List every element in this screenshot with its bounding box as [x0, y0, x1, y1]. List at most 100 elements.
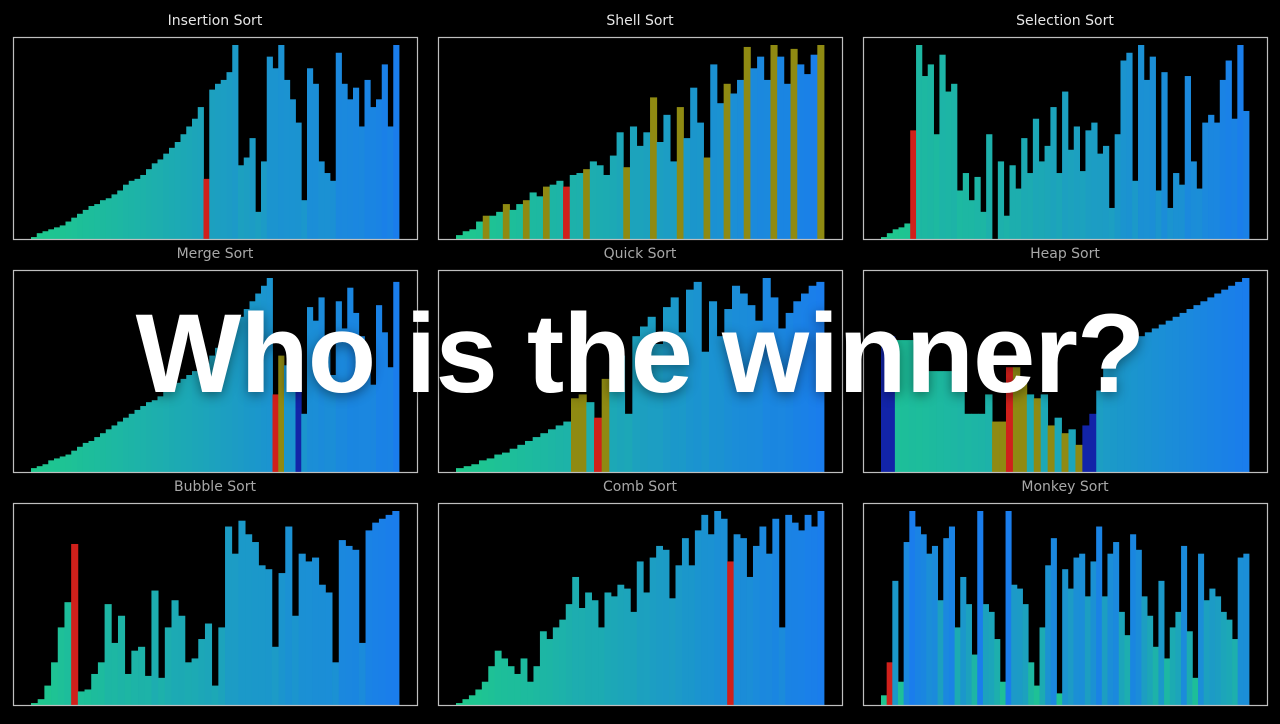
bar: [914, 526, 922, 705]
bar: [289, 99, 296, 239]
bar: [746, 576, 754, 705]
bar: [1027, 173, 1034, 239]
bar: [988, 611, 995, 705]
bar: [226, 332, 233, 472]
bar: [324, 345, 331, 472]
bar: [1186, 631, 1193, 705]
bar: [929, 371, 937, 472]
bar: [908, 340, 917, 472]
bar: [791, 522, 799, 705]
chart-frame: [862, 269, 1269, 474]
bar: [974, 176, 981, 239]
chart-frame: [437, 269, 844, 474]
bar: [1113, 542, 1120, 705]
bar: [690, 87, 698, 240]
bar: [501, 658, 509, 705]
bar: [1225, 60, 1232, 239]
bar: [965, 604, 972, 705]
bar: [364, 355, 371, 472]
bar: [783, 83, 791, 239]
bar: [716, 336, 725, 472]
bar: [662, 549, 670, 705]
bar: [1172, 316, 1180, 472]
bar: [649, 557, 657, 705]
bar: [542, 186, 551, 239]
bar: [1130, 534, 1137, 705]
bar: [231, 553, 239, 705]
bar: [338, 540, 346, 705]
bar: [158, 677, 166, 705]
bar: [1235, 281, 1243, 472]
bar: [797, 64, 805, 240]
bar: [105, 198, 112, 239]
bar: [211, 685, 219, 705]
bar: [765, 553, 773, 705]
bar: [1050, 538, 1057, 705]
bar: [502, 204, 510, 239]
bar: [750, 68, 758, 239]
bar: [1096, 526, 1103, 705]
bar: [778, 328, 787, 472]
sort-chart-1: Shell Sort: [437, 13, 844, 241]
bar: [1033, 398, 1042, 472]
bar: [370, 384, 377, 472]
bar: [77, 446, 84, 472]
chart-title: Selection Sort: [1016, 13, 1114, 29]
bar: [36, 466, 43, 472]
bar: [1132, 180, 1139, 239]
bar: [596, 165, 604, 239]
bar: [516, 204, 524, 239]
bar: [1141, 596, 1148, 705]
bar: [289, 336, 296, 472]
bar: [686, 289, 695, 472]
bar: [922, 371, 930, 472]
bar: [265, 569, 273, 705]
bar: [509, 448, 518, 472]
bar: [489, 215, 497, 239]
bar: [1192, 677, 1199, 705]
bar: [714, 511, 722, 705]
bar: [817, 45, 825, 239]
bar: [957, 371, 965, 472]
bar: [180, 378, 187, 472]
bar: [278, 355, 285, 472]
bar: [901, 340, 910, 472]
bar: [514, 673, 521, 705]
bar: [670, 161, 678, 239]
bar: [1067, 588, 1074, 705]
bar: [381, 332, 388, 472]
bar: [1232, 639, 1239, 705]
bar: [488, 666, 496, 705]
bar: [986, 134, 993, 239]
bar: [462, 231, 470, 239]
bar: [623, 167, 631, 239]
bar: [1181, 545, 1188, 705]
bar: [169, 147, 176, 239]
bar: [663, 114, 671, 239]
bar: [757, 56, 765, 239]
bar: [1158, 580, 1165, 705]
bar: [578, 394, 587, 472]
chart-frame: [862, 502, 1269, 707]
bar: [486, 458, 495, 472]
bar: [54, 458, 61, 472]
bar: [266, 278, 273, 472]
bar: [920, 534, 927, 705]
bar: [507, 666, 515, 705]
bar: [1167, 207, 1174, 239]
bar: [312, 83, 319, 239]
bar: [640, 326, 649, 472]
bar: [1202, 122, 1209, 239]
bar: [1173, 173, 1180, 239]
bar: [278, 45, 285, 239]
bar: [151, 163, 158, 239]
bar: [1228, 285, 1236, 472]
bar: [393, 45, 400, 239]
bar: [105, 429, 112, 472]
bar: [887, 336, 896, 472]
bar: [681, 538, 689, 705]
bar: [669, 598, 676, 705]
bar: [977, 511, 984, 705]
bar: [494, 650, 502, 705]
